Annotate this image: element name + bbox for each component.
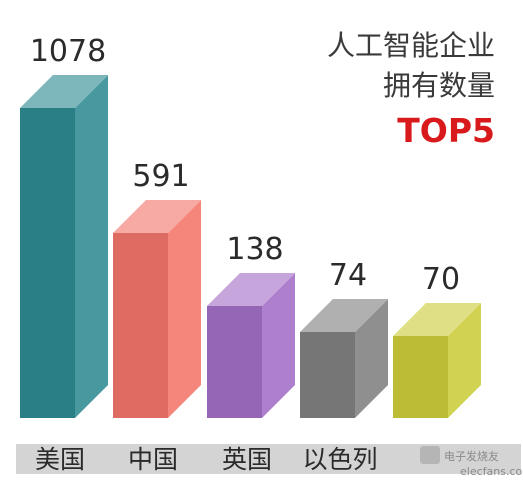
value-label: 70 — [422, 262, 460, 297]
watermark: 电子发烧友 elecfans.com — [420, 446, 523, 478]
bar-side-face — [262, 273, 295, 418]
bar — [20, 75, 108, 418]
bar-side-face — [75, 75, 108, 418]
chart-title-line-2: 拥有数量 — [383, 69, 495, 102]
category-label: 以色列 — [302, 445, 377, 474]
bar-top-face — [20, 75, 108, 108]
bar-front-face — [393, 336, 448, 418]
bar — [113, 200, 201, 418]
bar-top-face — [207, 273, 295, 306]
bars-layer — [20, 75, 481, 418]
bar-top-face — [300, 299, 388, 332]
watermark-url: elecfans.com — [460, 465, 523, 478]
bar-front-face — [207, 306, 262, 418]
bar-side-face — [448, 303, 481, 418]
category-label: 英国 — [222, 445, 272, 474]
value-label: 74 — [329, 258, 367, 293]
bar-front-face — [113, 233, 168, 418]
chart-title-line-1: 人工智能企业 — [327, 29, 495, 62]
watermark-logo-icon — [420, 446, 440, 464]
bar-front-face — [300, 332, 355, 418]
bar-side-face — [168, 200, 201, 418]
bar-top-face — [393, 303, 481, 336]
value-label: 1078 — [30, 34, 106, 69]
value-label: 138 — [226, 232, 283, 267]
bar-top-face — [113, 200, 201, 233]
bar — [300, 299, 388, 418]
bar — [393, 303, 481, 418]
bar-side-face — [355, 299, 388, 418]
category-label: 美国 — [35, 445, 85, 474]
value-labels-layer: 1078 591 138 74 70 — [30, 34, 460, 297]
chart-title-highlight: TOP5 — [397, 111, 495, 150]
category-label: 中国 — [128, 445, 178, 474]
watermark-logo-text: 电子发烧友 — [444, 449, 499, 463]
bar-front-face — [20, 108, 75, 418]
category-labels-layer: 美国 中国 英国 以色列 — [35, 445, 378, 474]
value-label: 591 — [132, 159, 189, 194]
bar — [207, 273, 295, 418]
